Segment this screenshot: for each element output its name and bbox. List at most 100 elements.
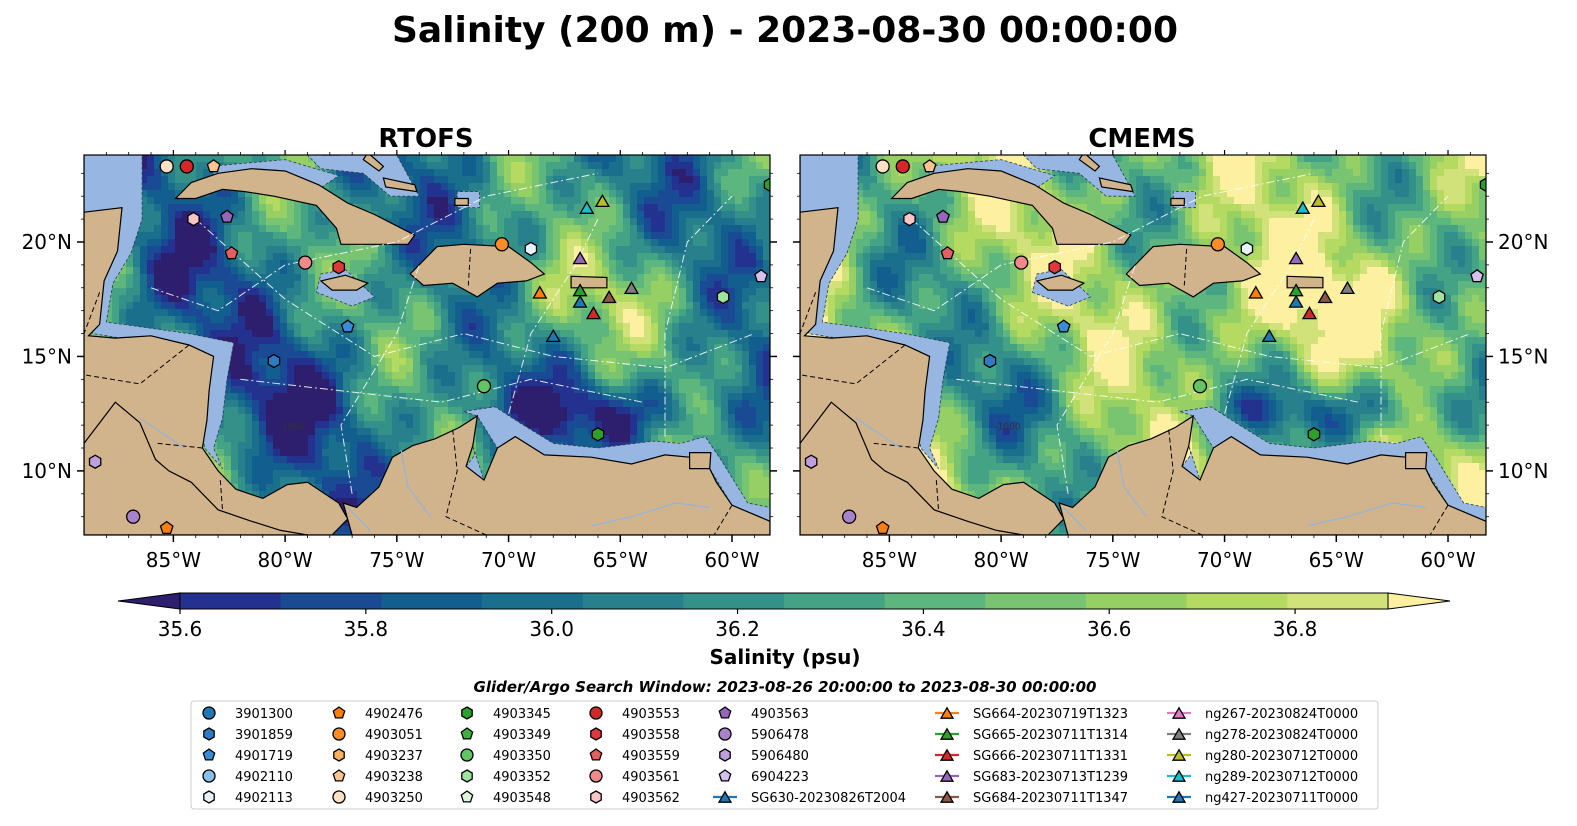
land-cam <box>800 155 1065 535</box>
obs-marker <box>532 285 548 299</box>
obs-marker <box>1339 280 1356 295</box>
obs-marker <box>1192 379 1208 394</box>
colorbar-bin <box>884 593 986 609</box>
colorbar-bin <box>381 593 483 609</box>
legend-label: 4902113 <box>235 791 293 806</box>
legend-marker <box>202 706 216 720</box>
legend-marker <box>333 748 345 762</box>
legend: 3901300 3901859 4901719 4902110 4902113 49024… <box>202 706 1358 806</box>
map-frame <box>83 154 771 536</box>
obs-marker <box>187 211 200 227</box>
panel-title-right: CMEMS <box>1088 124 1195 154</box>
obs-marker <box>1048 259 1062 275</box>
legend-entry: 4903250 <box>332 790 423 806</box>
legend-entry: SG683-20230713T1239 <box>935 769 1128 785</box>
colorbar-frame <box>179 592 1389 610</box>
legend-marker <box>589 748 603 761</box>
colorbar-bin <box>280 593 382 609</box>
legend-marker <box>332 706 346 719</box>
legend-entry: 4903561 <box>589 769 680 785</box>
legend-label: ng267-20230824T0000 <box>1205 707 1358 722</box>
obs-marker <box>1014 255 1029 270</box>
legend-marker <box>202 769 216 783</box>
legend-entry: 4903238 <box>332 769 423 785</box>
land-pacific <box>84 401 308 535</box>
legend-label: SG666-20230711T1331 <box>973 749 1128 764</box>
legend-entry: ng427-20230711T0000 <box>1167 790 1358 806</box>
legend-label: SG684-20230711T1347 <box>973 791 1128 806</box>
obs-marker <box>224 246 239 260</box>
land-cam <box>84 155 349 535</box>
legend-entry: ng267-20230824T0000 <box>1167 706 1358 722</box>
legend-entry: 4903349 <box>460 727 551 743</box>
legend-entry: SG630-20230826T2004 <box>713 790 906 806</box>
legend-label: 4903350 <box>493 749 551 764</box>
obs-marker <box>332 259 346 275</box>
obs-marker <box>159 159 174 174</box>
legend-label: 4903237 <box>365 749 423 764</box>
legend-marker <box>460 790 474 803</box>
obs-marker <box>804 454 818 469</box>
legend-label: 4903553 <box>622 707 680 722</box>
legend-marker <box>1171 790 1187 803</box>
legend-marker <box>718 706 732 719</box>
legend-marker <box>590 790 602 804</box>
observation-markers <box>88 159 770 535</box>
legend-entry: ng289-20230712T0000 <box>1167 769 1358 785</box>
colorbar-bin <box>482 593 584 609</box>
colorbar-bin <box>1186 593 1288 609</box>
legend-label: 4902110 <box>235 770 293 785</box>
legend-entry: 4903562 <box>590 790 680 806</box>
rivers <box>855 417 1426 531</box>
obs-marker <box>940 246 955 260</box>
contour-label: -1000 <box>278 423 304 433</box>
land-bahamas2 <box>1078 155 1101 172</box>
legend-label: 5906478 <box>751 728 809 743</box>
legend-label: 4902476 <box>365 707 423 722</box>
land-jamaica <box>1035 274 1086 291</box>
obs-marker <box>572 251 588 265</box>
legend-label: 4903051 <box>365 728 423 743</box>
legend-marker <box>719 748 731 762</box>
obs-marker <box>875 159 890 174</box>
lon-tick-label: 65°W <box>593 548 648 572</box>
obs-marker <box>875 520 890 535</box>
legend-marker <box>1171 727 1187 740</box>
colorbar-extend-high <box>1387 592 1451 610</box>
obs-marker <box>126 509 141 524</box>
obs-marker <box>1210 237 1226 252</box>
legend-entry: 4902110 <box>202 769 293 785</box>
land-jamaica <box>319 274 370 291</box>
land-trinidad <box>689 452 712 470</box>
legend-entry: 4903559 <box>589 748 680 764</box>
observation-markers <box>804 159 1486 535</box>
obs-marker <box>1248 285 1264 299</box>
legend-label: SG683-20230713T1239 <box>973 770 1128 785</box>
obs-marker <box>585 305 602 320</box>
obs-marker <box>754 268 768 283</box>
colorbar-bin <box>180 593 282 609</box>
land <box>84 155 770 535</box>
obs-marker <box>1056 319 1071 333</box>
land-sam <box>1058 414 1486 535</box>
obs-marker <box>267 353 281 369</box>
legend-label: 4903558 <box>622 728 680 743</box>
obs-marker <box>895 159 910 174</box>
lon-tick-label: 85°W <box>862 548 917 572</box>
obs-marker <box>572 294 588 308</box>
obs-marker <box>601 290 617 304</box>
legend-entry: ng280-20230712T0000 <box>1167 748 1358 764</box>
obs-marker <box>579 200 595 214</box>
land-hispaniola <box>1125 243 1262 298</box>
land-sam <box>342 414 770 535</box>
country-borders <box>84 248 733 535</box>
obs-marker <box>1288 294 1304 308</box>
land-turks <box>454 197 469 206</box>
legend-entry: SG666-20230711T1331 <box>935 748 1128 764</box>
colorbar-tick-label: 36.0 <box>529 617 574 641</box>
legend-entry: 4902476 <box>332 706 423 722</box>
lon-tick-label: 75°W <box>369 548 424 572</box>
legend-label: 4903561 <box>622 770 680 785</box>
legend-marker <box>460 727 474 740</box>
legend-marker <box>460 748 474 762</box>
